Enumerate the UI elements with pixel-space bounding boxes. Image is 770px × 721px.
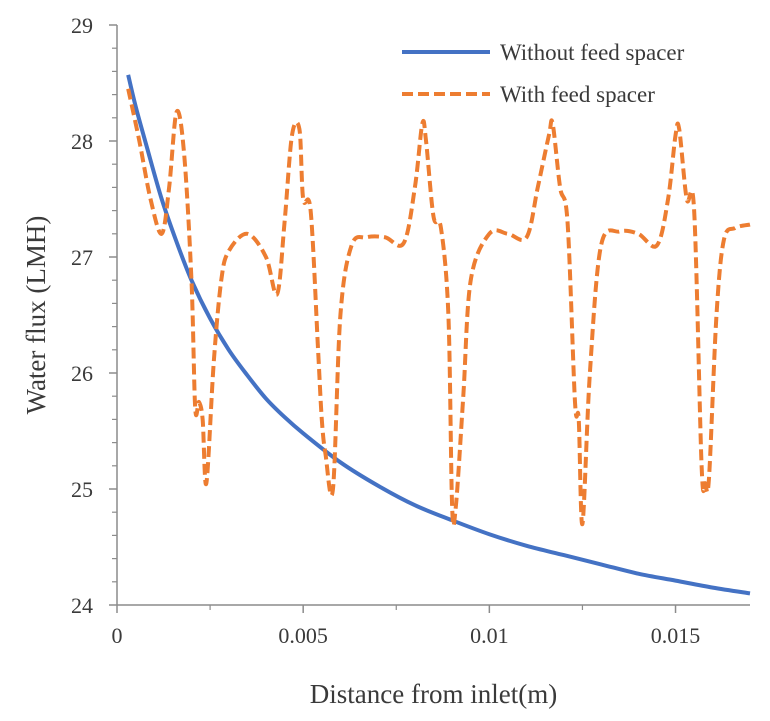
ticks: 24 25 26 27 28 29 0 0.005 0.01 0.015 bbox=[71, 13, 700, 648]
x-tick-label: 0.01 bbox=[470, 623, 509, 648]
y-tick-label: 27 bbox=[71, 245, 93, 270]
y-tick-label: 24 bbox=[71, 593, 93, 618]
y-tick-label: 26 bbox=[71, 361, 93, 386]
x-axis-title: Distance from inlet(m) bbox=[310, 679, 557, 709]
series-line-with-spacer bbox=[126, 88, 751, 528]
series-line-without-spacer bbox=[126, 74, 751, 596]
legend-label: With feed spacer bbox=[500, 82, 655, 107]
y-tick-label: 29 bbox=[71, 13, 93, 38]
x-tick-label: 0.015 bbox=[651, 623, 701, 648]
legend: Without feed spacer With feed spacer bbox=[402, 40, 685, 107]
y-tick-label: 25 bbox=[71, 477, 93, 502]
x-tick-label: 0.005 bbox=[278, 623, 328, 648]
y-axis-title: Water flux (LMH) bbox=[21, 216, 51, 415]
x-tick-label: 0 bbox=[112, 623, 123, 648]
axes bbox=[116, 25, 750, 606]
series-lines bbox=[126, 74, 751, 596]
legend-label: Without feed spacer bbox=[500, 40, 685, 65]
y-tick-label: 28 bbox=[71, 129, 93, 154]
